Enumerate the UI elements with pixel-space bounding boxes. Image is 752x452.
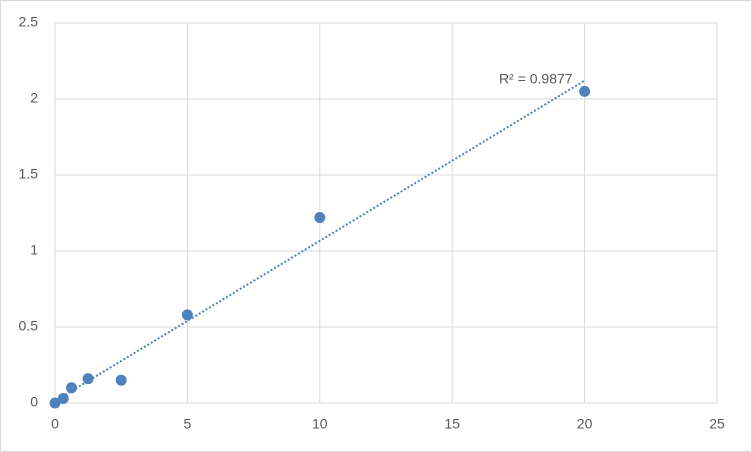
data-point xyxy=(579,85,591,97)
y-tick-label: 0 xyxy=(30,394,38,410)
x-tick-label: 5 xyxy=(184,416,192,432)
data-point xyxy=(314,212,326,224)
y-tick-label: 1.5 xyxy=(19,166,39,182)
data-point xyxy=(57,392,69,404)
trendline-label: R² = 0.9877 xyxy=(499,70,573,86)
x-tick-label: 25 xyxy=(709,416,725,432)
data-point xyxy=(115,374,127,386)
y-tick-label: 1 xyxy=(30,242,38,258)
x-tick-label: 0 xyxy=(51,416,59,432)
data-point xyxy=(66,382,78,394)
x-tick-label: 20 xyxy=(577,416,593,432)
y-tick-label: 0.5 xyxy=(19,318,39,334)
y-tick-label: 2.5 xyxy=(19,14,39,30)
x-tick-label: 15 xyxy=(444,416,460,432)
data-point xyxy=(82,373,94,385)
trendline xyxy=(54,79,586,402)
data-point xyxy=(181,309,193,321)
x-tick-label: 10 xyxy=(312,416,328,432)
y-tick-label: 2 xyxy=(30,90,38,106)
data-point xyxy=(49,397,61,409)
